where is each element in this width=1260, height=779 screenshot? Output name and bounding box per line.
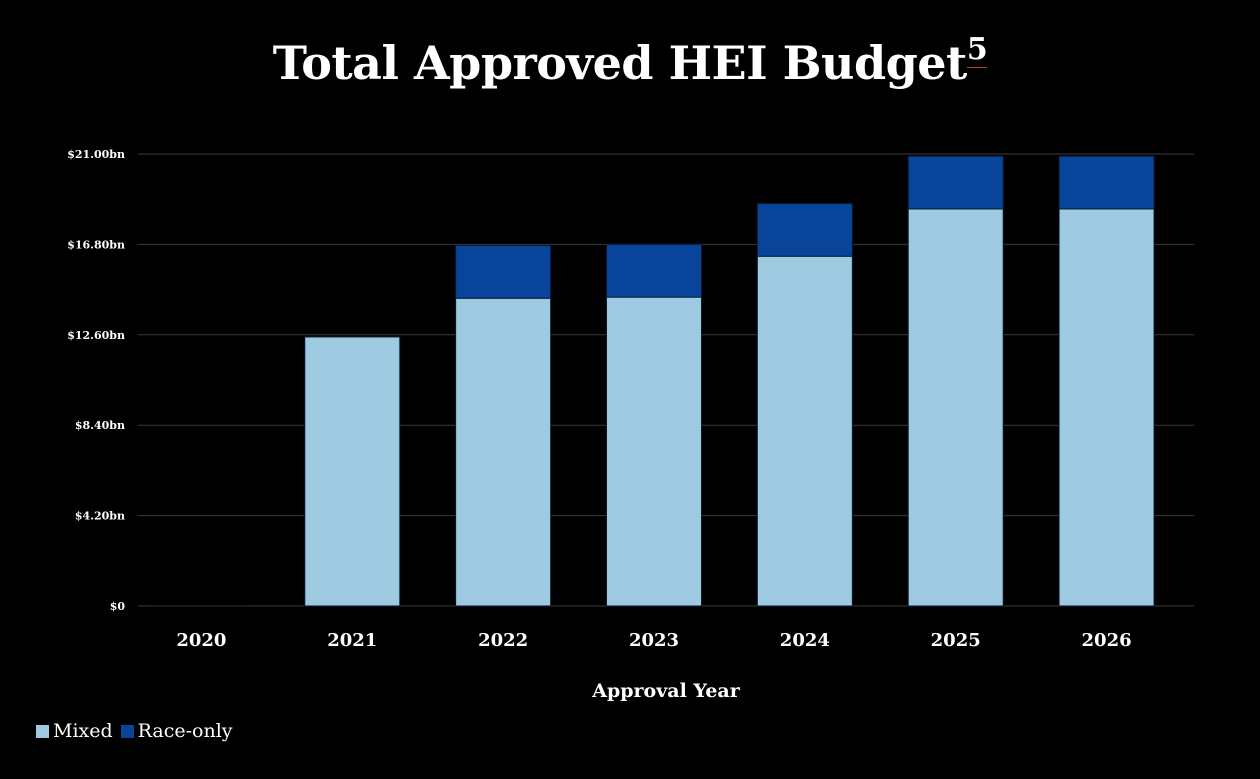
y-tick-label: $8.40bn [75,419,125,432]
x-category-label: 2020 [176,630,226,651]
chart-legend: Mixed Race-only [36,720,233,742]
y-tick-label: $16.80bn [67,238,125,251]
chart-title: Total Approved HEI Budget5 [0,31,1260,90]
bar-race-only [907,155,1004,210]
bar-race-only [756,203,853,257]
bar-race-only [1058,155,1155,210]
x-category-label: 2023 [629,630,679,651]
legend-item-mixed: Mixed [36,720,113,742]
bar-race-only [455,244,552,299]
legend-label-mixed: Mixed [53,720,113,742]
legend-label-race-only: Race-only [137,720,233,742]
x-category-label: 2024 [780,630,830,651]
bar-mixed [756,255,853,607]
x-category-label: 2021 [327,630,377,651]
y-tick-label: $12.60bn [67,329,125,342]
category-layer: 2020 2021 2022 2023 2024 2025 2026 [176,630,1131,651]
legend-swatch-race-only [120,724,134,738]
x-axis-title: Approval Year [591,680,740,702]
x-category-label: 2026 [1082,630,1132,651]
tick-layer: $0 $4.20bn $8.40bn $12.60bn $16.80bn $21.00bn [67,148,125,613]
legend-swatch-mixed [36,724,49,738]
bar-mixed [304,336,401,607]
bar-mixed [606,296,702,607]
bar-race-only [606,243,702,298]
bar-mixed [907,208,1004,607]
x-category-label: 2025 [931,630,981,651]
bar-mixed [455,297,552,607]
chart-title-text: Total Approved HEI Budget [272,36,968,90]
y-tick-label: $4.20bn [75,510,125,523]
title-footnote-marker: 5 [966,31,988,68]
y-tick-label: $0 [110,600,126,613]
bar-layer [153,155,1155,607]
x-category-label: 2022 [478,630,528,651]
y-tick-label: $21.00bn [67,148,125,161]
legend-item-race-only: Race-only [120,720,233,742]
bar-mixed [1058,208,1155,607]
